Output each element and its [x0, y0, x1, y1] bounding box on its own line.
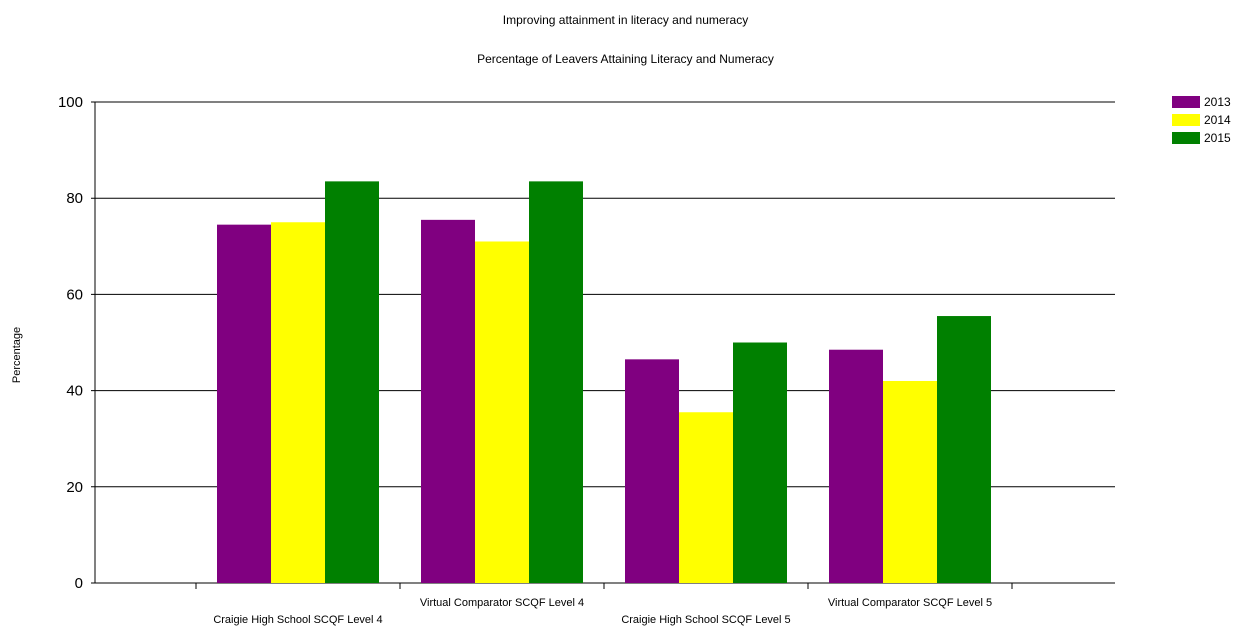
bar-2014-2 [475, 241, 529, 584]
legend-item-2014: 2014 [1172, 111, 1231, 129]
x-category-label: Virtual Comparator SCQF Level 5 [828, 597, 992, 609]
legend-label: 2013 [1204, 95, 1231, 109]
x-category-label: Virtual Comparator SCQF Level 4 [420, 597, 584, 609]
bar-2014-1 [271, 222, 325, 583]
legend-item-2013: 2013 [1172, 93, 1231, 111]
bar-2015-3 [733, 342, 787, 583]
y-tick-label: 100 [58, 94, 83, 111]
x-category-label: Craigie High School SCQF Level 4 [213, 614, 382, 626]
y-tick-label: 20 [66, 479, 83, 496]
y-tick-label: 60 [66, 286, 83, 303]
x-category-label: Craigie High School SCQF Level 5 [621, 614, 790, 626]
bar-2013-1 [217, 224, 271, 583]
chart-subtitle: Percentage of Leavers Attaining Literacy… [477, 52, 774, 66]
chart-title: Improving attainment in literacy and num… [502, 13, 749, 27]
bar-2013-4 [829, 349, 883, 583]
y-tick-label: 80 [66, 190, 83, 207]
legend-swatch [1172, 114, 1200, 126]
y-tick-label: 40 [66, 383, 83, 400]
y-tick-label: 0 [75, 575, 83, 592]
legend-label: 2015 [1204, 131, 1231, 145]
legend-swatch [1172, 132, 1200, 144]
legend: 2013 2014 2015 [1172, 93, 1231, 147]
bar-2013-3 [625, 359, 679, 583]
bar-2015-2 [529, 181, 583, 584]
bar-2015-4 [937, 316, 991, 583]
bar-2013-2 [421, 219, 475, 583]
legend-swatch [1172, 96, 1200, 108]
legend-item-2015: 2015 [1172, 129, 1231, 147]
bar-2014-4 [883, 380, 937, 583]
legend-label: 2014 [1204, 113, 1231, 127]
bar-2014-3 [679, 412, 733, 583]
bar-2015-1 [325, 181, 379, 584]
